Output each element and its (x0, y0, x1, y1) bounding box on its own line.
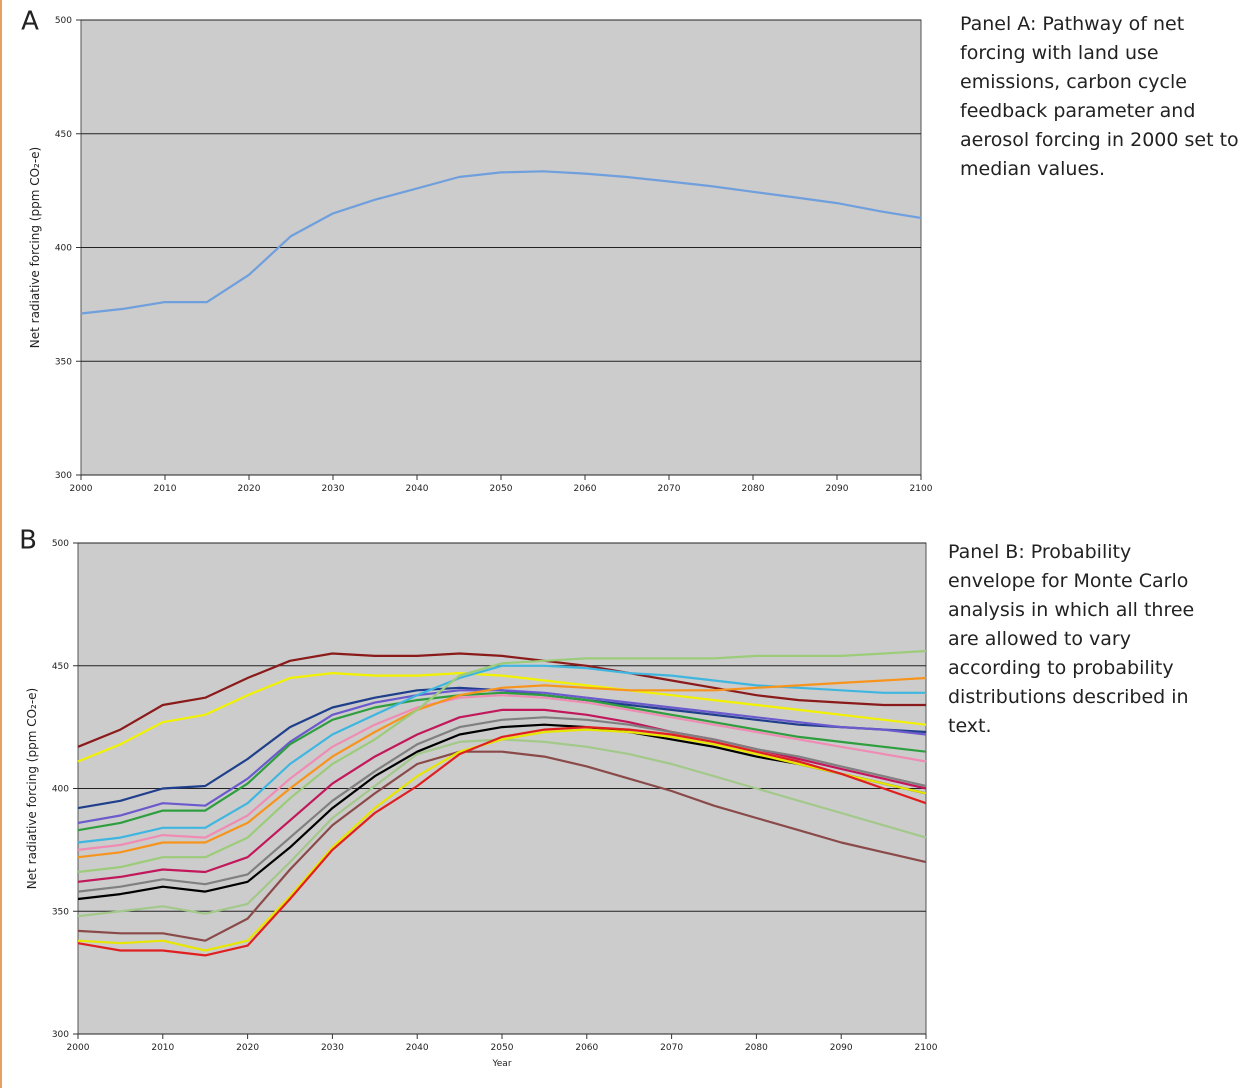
x-tick-label: 2020 (238, 484, 261, 494)
x-tick-label: 2050 (491, 1043, 514, 1053)
x-tick-label: 2070 (660, 1043, 683, 1053)
y-tick-label: 500 (55, 16, 72, 26)
data-line (77, 728, 927, 952)
x-tick-label: 2030 (321, 1043, 344, 1053)
x-tick-label: 2040 (406, 484, 429, 494)
y-tick-label: 500 (52, 539, 69, 549)
x-tick-label: 2010 (151, 1043, 174, 1053)
x-tick-label: 2060 (575, 1043, 598, 1053)
y-tick-label: 350 (52, 907, 69, 917)
x-tick-label: 2080 (742, 484, 765, 494)
x-tick-label: 2100 (910, 484, 933, 494)
x-tick-label: 2000 (67, 1043, 90, 1053)
y-tick-label: 450 (52, 662, 69, 672)
y-axis-title: Net radiative forcing (ppm CO₂-e) (25, 688, 39, 889)
data-line (77, 691, 927, 832)
x-tick-label: 2090 (830, 1043, 853, 1053)
x-tick-label: 2090 (826, 484, 849, 494)
data-line (77, 649, 927, 874)
data-line (77, 652, 926, 748)
data-line (77, 689, 927, 824)
x-tick-label: 2080 (745, 1043, 768, 1053)
data-line (80, 170, 922, 315)
panel-description: Panel A: Pathway of net forcing with lan… (960, 13, 1239, 180)
x-tick-label: 2020 (236, 1043, 259, 1053)
y-tick-label: 350 (55, 357, 72, 367)
panel-label: B (19, 526, 37, 556)
x-tick-label: 2000 (70, 484, 93, 494)
y-tick-label: 400 (52, 785, 69, 795)
x-tick-label: 2070 (658, 484, 681, 494)
data-line (77, 694, 927, 851)
data-line (77, 672, 927, 763)
data-line (77, 726, 927, 957)
x-tick-label: 2030 (322, 484, 345, 494)
x-axis-title: Year (491, 1059, 511, 1069)
y-tick-label: 450 (55, 130, 72, 140)
x-tick-label: 2040 (406, 1043, 429, 1053)
data-line (77, 708, 927, 883)
panel-label: A (21, 7, 39, 37)
data-line (77, 676, 927, 859)
panel-description: Panel B: Probability envelope for Monte … (948, 541, 1195, 737)
y-axis-title: Net radiative forcing (ppm CO₂-e) (28, 147, 42, 348)
x-tick-label: 2060 (574, 484, 597, 494)
y-tick-label: 300 (52, 1030, 69, 1040)
x-tick-label: 2050 (490, 484, 513, 494)
y-tick-label: 400 (55, 244, 72, 254)
x-tick-label: 2100 (915, 1043, 938, 1053)
y-tick-label: 300 (55, 471, 72, 481)
data-line (77, 750, 927, 942)
x-tick-label: 2010 (154, 484, 177, 494)
data-line (77, 716, 927, 893)
